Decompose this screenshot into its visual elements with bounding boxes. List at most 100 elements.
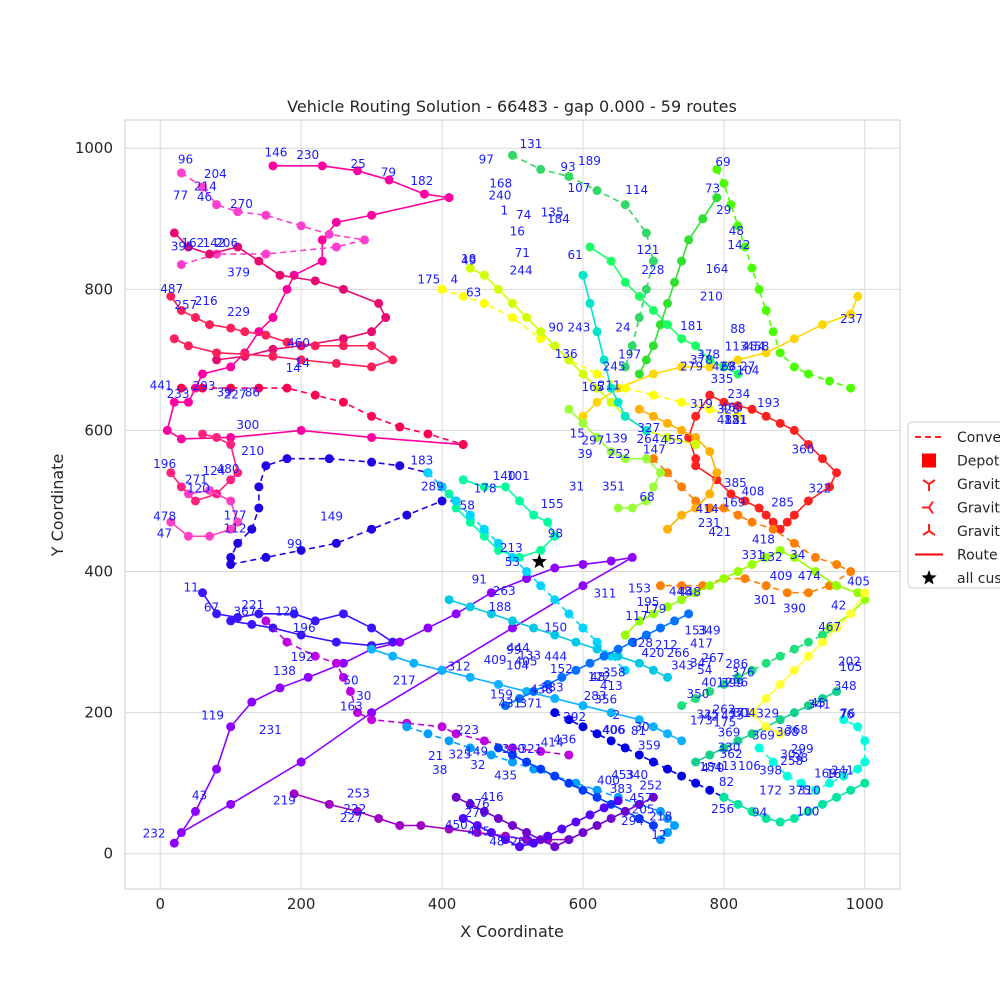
node-label: 380 bbox=[502, 742, 525, 756]
customer-point bbox=[655, 468, 665, 478]
customer-point bbox=[212, 764, 222, 774]
node-label: 39 bbox=[217, 386, 232, 400]
customer-point bbox=[345, 686, 355, 696]
customer-point bbox=[198, 588, 207, 598]
customer-point bbox=[578, 623, 588, 633]
customer-point bbox=[648, 722, 658, 732]
customer-point bbox=[550, 563, 560, 573]
customer-point bbox=[458, 813, 468, 823]
customer-point bbox=[712, 468, 722, 478]
customer-point bbox=[592, 637, 602, 647]
node-label: 11 bbox=[183, 580, 198, 594]
route-34 bbox=[458, 796, 623, 852]
node-label: 18 bbox=[461, 252, 476, 266]
legend-marker bbox=[922, 524, 936, 536]
customer-point bbox=[423, 429, 433, 439]
series-layer bbox=[162, 150, 870, 852]
node-label: 217 bbox=[393, 673, 416, 687]
node-label: 375 bbox=[788, 783, 811, 797]
node-label: 210 bbox=[700, 290, 723, 304]
customer-point bbox=[677, 736, 687, 746]
node-label: 68 bbox=[721, 359, 736, 373]
customer-point bbox=[508, 821, 517, 831]
node-label: 436 bbox=[553, 733, 576, 747]
customer-point bbox=[747, 263, 757, 273]
node-label: 253 bbox=[347, 786, 370, 800]
customer-point bbox=[691, 411, 701, 421]
node-label: 205 bbox=[632, 803, 655, 817]
customer-point bbox=[493, 743, 503, 753]
customer-point bbox=[282, 284, 292, 294]
customer-point bbox=[620, 200, 630, 210]
route-line bbox=[652, 458, 853, 594]
customer-point bbox=[296, 221, 306, 231]
node-label: 328 bbox=[630, 636, 653, 650]
customer-point bbox=[282, 637, 292, 647]
node-label: 188 bbox=[489, 600, 512, 614]
route-22 bbox=[585, 242, 743, 379]
customer-point bbox=[493, 284, 503, 294]
customer-point bbox=[634, 750, 644, 760]
node-label: 233 bbox=[167, 387, 190, 401]
customer-point bbox=[233, 468, 243, 478]
node-label: 414 bbox=[696, 502, 719, 516]
node-label: 27 bbox=[740, 359, 755, 373]
node-label: 405 bbox=[515, 654, 538, 668]
customer-point bbox=[515, 552, 525, 562]
node-label: 415 bbox=[467, 824, 490, 838]
node-label: 409 bbox=[484, 653, 507, 667]
customer-point bbox=[592, 397, 602, 407]
customer-point bbox=[803, 701, 813, 711]
customer-point bbox=[775, 348, 785, 358]
customer-point bbox=[818, 630, 827, 640]
customer-point bbox=[176, 305, 186, 315]
route-line bbox=[173, 232, 387, 361]
customer-point bbox=[592, 729, 602, 739]
node-label: 390 bbox=[783, 601, 806, 615]
customer-point bbox=[212, 609, 222, 619]
node-label: 216 bbox=[195, 294, 218, 308]
node-label: 252 bbox=[639, 779, 662, 793]
customer-point bbox=[620, 454, 630, 464]
customer-point bbox=[571, 637, 581, 647]
customer-point bbox=[747, 665, 757, 675]
customer-point bbox=[486, 750, 496, 760]
customer-point bbox=[261, 616, 271, 626]
node-label: 181 bbox=[680, 319, 703, 333]
depot-star bbox=[531, 553, 547, 569]
customer-point bbox=[775, 545, 785, 555]
customer-point bbox=[677, 771, 687, 781]
customer-point bbox=[846, 567, 856, 577]
customer-point bbox=[719, 503, 729, 513]
node-label: 240 bbox=[489, 189, 512, 203]
customer-point bbox=[691, 503, 701, 513]
customer-point bbox=[613, 651, 623, 661]
node-label: 454 bbox=[742, 340, 765, 354]
node-label: 267 bbox=[701, 651, 724, 665]
customer-point bbox=[641, 630, 651, 640]
node-label: 304 bbox=[733, 706, 756, 720]
customer-point bbox=[226, 616, 236, 626]
node-label: 79 bbox=[381, 165, 396, 179]
customer-point bbox=[620, 665, 630, 675]
customer-point bbox=[465, 602, 475, 612]
customer-point bbox=[705, 355, 715, 365]
customer-point bbox=[282, 454, 292, 464]
route-2 bbox=[176, 168, 370, 270]
customer-point bbox=[508, 757, 517, 767]
customer-point bbox=[205, 485, 215, 495]
legend-marker bbox=[922, 479, 936, 491]
node-label: 159 bbox=[490, 688, 513, 702]
node-label: 227 bbox=[224, 388, 247, 402]
node-label: 175 bbox=[417, 273, 440, 287]
customer-point bbox=[212, 200, 222, 210]
customer-point bbox=[846, 785, 856, 795]
node-label: 45 bbox=[811, 696, 826, 710]
customer-point bbox=[754, 284, 764, 294]
customer-point bbox=[465, 263, 475, 273]
node-label: 105 bbox=[839, 660, 862, 674]
customer-point bbox=[367, 411, 377, 421]
node-label: 371 bbox=[520, 697, 543, 711]
customer-point bbox=[634, 813, 644, 823]
customer-point bbox=[670, 821, 680, 831]
